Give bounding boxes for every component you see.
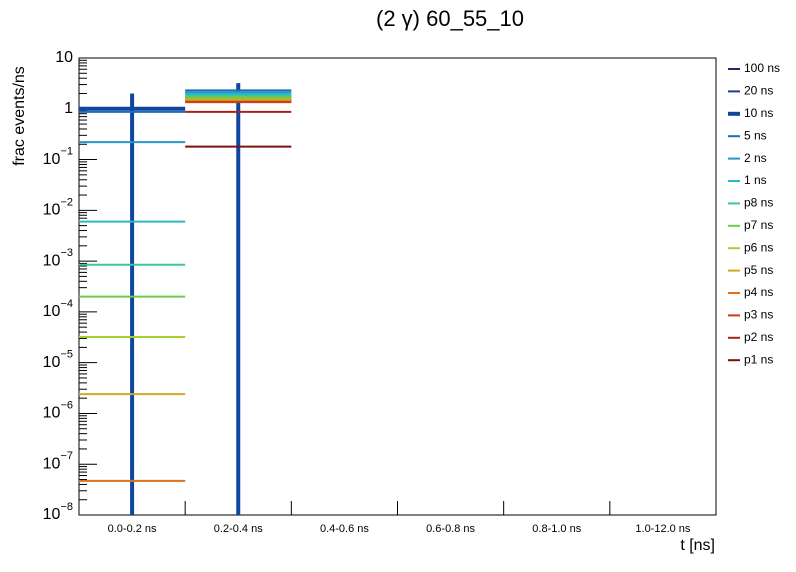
x-axis-label: t [ns] [680,537,715,554]
y-tick-label: 10−6 [43,399,73,421]
y-tick-label: 10−8 [43,501,73,523]
x-tick-label: 0.4-0.6 ns [320,523,369,535]
plot-area [79,83,292,515]
legend-label: p5 ns [744,263,773,277]
y-tick-label: 10−3 [43,247,73,269]
y-tick-exponent: −8 [60,501,73,513]
legend-label: 5 ns [744,128,767,142]
x-tick-label: 0.8-1.0 ns [532,523,581,535]
y-tick-label: 10 [55,49,73,66]
y-tick-exponent: −5 [60,349,73,361]
legend-label: p6 ns [744,240,773,254]
y-tick-exponent: −1 [60,145,73,157]
x-tick-label: 1.0-12.0 ns [635,523,691,535]
legend-label: 2 ns [744,151,767,165]
y-tick-label: 10−1 [43,145,73,167]
x-tick-label: 0.2-0.4 ns [214,523,263,535]
y-tick-label: 10−2 [43,196,73,218]
legend-label: p8 ns [744,196,773,210]
y-tick-exponent: −6 [60,399,73,411]
legend-label: 100 ns [744,61,780,75]
y-tick-exponent: −2 [60,196,73,208]
y-tick-exponent: −3 [60,247,73,259]
legend-label: 20 ns [744,84,773,98]
y-tick-exponent: −4 [60,298,73,310]
y-tick-label: 10−5 [43,349,73,371]
y-axis-label: frac events/ns [11,66,28,166]
legend-label: p7 ns [744,218,773,232]
x-tick-label: 0.6-0.8 ns [426,523,475,535]
legend-label: 1 ns [744,173,767,187]
x-tick-label: 0.0-0.2 ns [108,523,157,535]
legend-label: 10 ns [744,106,773,120]
legend-label: p4 ns [744,285,773,299]
y-tick-label: 10−4 [43,298,73,320]
legend-label: p3 ns [744,308,773,322]
chart-title: (2 γ) 60_55_10 [376,6,524,31]
legend-label: p1 ns [744,352,773,366]
legend-label: p2 ns [744,330,773,344]
y-tick-exponent: −7 [60,450,73,462]
plot-frame [78,57,717,516]
y-tick-label: 10−7 [43,450,73,472]
y-tick-label: 1 [64,100,73,117]
